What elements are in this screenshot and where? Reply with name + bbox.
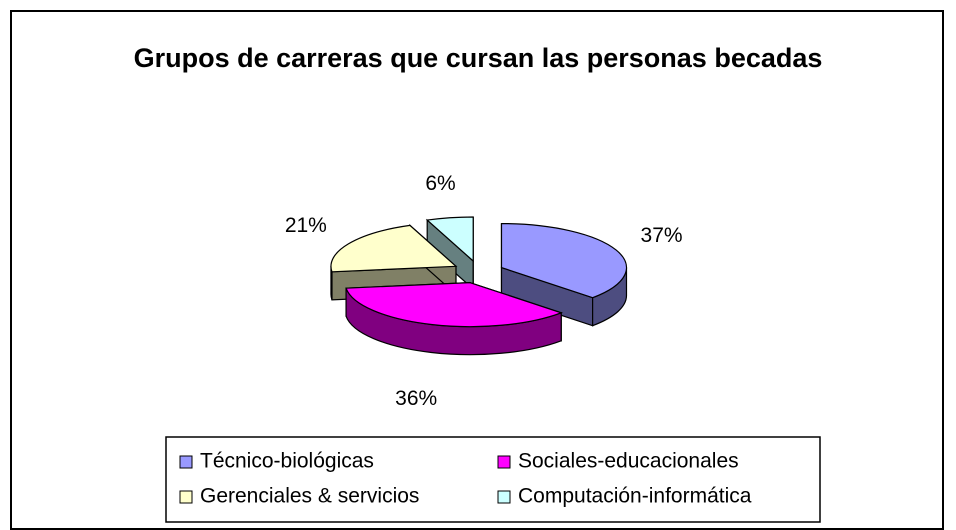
slice	[345, 281, 564, 356]
data-label: 21%	[285, 214, 327, 237]
legend-label: Técnico-biológicas	[200, 450, 374, 473]
slice-top	[425, 216, 474, 263]
legend-swatch	[179, 490, 193, 504]
legend-swatch	[497, 490, 511, 504]
legend-label: Computación-informática	[518, 485, 752, 508]
slice-top	[330, 224, 458, 273]
slice	[425, 216, 474, 291]
legend-label: Sociales-educacionales	[518, 450, 739, 473]
data-label: 37%	[641, 224, 683, 247]
legend-swatch	[179, 455, 193, 469]
chart-title: Grupos de carreras que cursan las person…	[133, 43, 823, 73]
data-label: 36%	[395, 387, 437, 410]
slice-top	[345, 282, 564, 328]
slice-top	[500, 222, 628, 299]
legend-box	[165, 436, 821, 523]
legend-label: Gerenciales & servicios	[200, 485, 419, 508]
slice	[500, 222, 628, 327]
legend-swatch	[497, 455, 511, 469]
data-label: 6%	[425, 172, 455, 195]
